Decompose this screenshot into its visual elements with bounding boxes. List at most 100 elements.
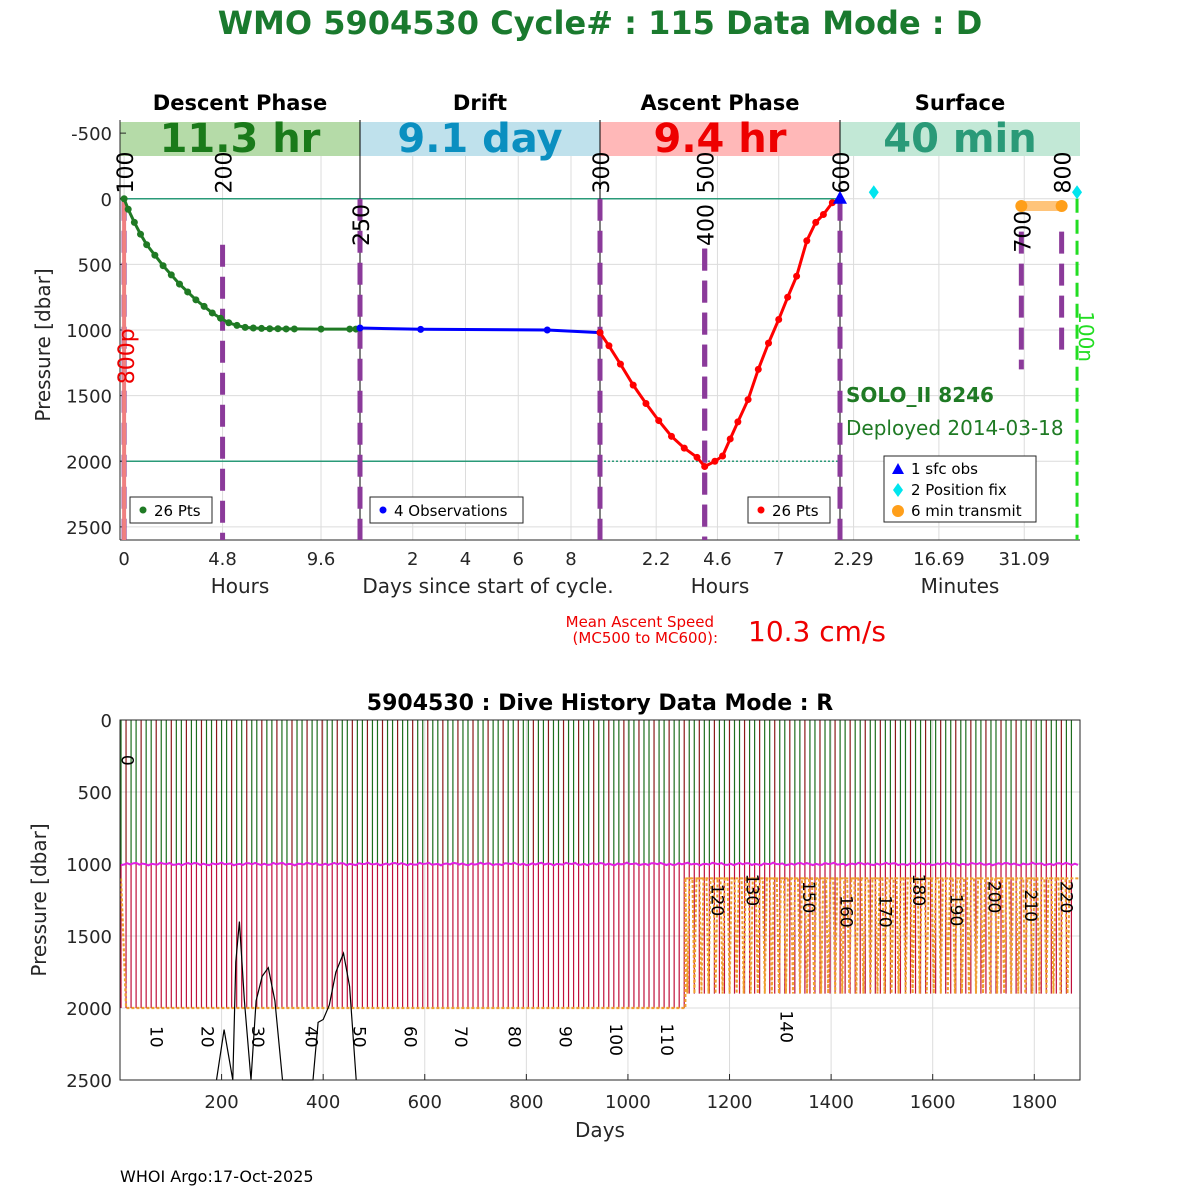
- cycle-number-label: 20: [196, 1026, 216, 1048]
- descent-profile-point: [282, 325, 290, 333]
- mean-ascent-value: 10.3 cm/s: [748, 615, 886, 648]
- ascent-profile-point: [680, 444, 688, 452]
- sfc-obs-marker: [833, 190, 847, 204]
- cycle-number-label: 150: [798, 881, 818, 913]
- ascent-profile-point: [642, 400, 650, 407]
- legend-marker-triangle: [892, 463, 904, 474]
- x-tick-label: 1200: [707, 1092, 753, 1113]
- cycle-number-label: 180: [908, 874, 928, 906]
- ascent-profile-point: [719, 452, 727, 460]
- cycle-number-label: 140: [775, 1010, 795, 1042]
- y-tick-label: 1000: [66, 321, 112, 342]
- ascent-profile-point: [775, 316, 783, 323]
- x-tick-label: 4.8: [208, 549, 237, 570]
- y-tick-label: 0: [101, 190, 112, 211]
- legend-marker-circle: [892, 505, 904, 517]
- x-tick-label: 1400: [808, 1092, 854, 1113]
- descent-profile-point: [290, 325, 298, 333]
- legend-label: 6 min transmit: [911, 502, 1022, 520]
- cycle-number-label: 0: [117, 755, 137, 766]
- gps-marker-label: 100n: [1074, 311, 1098, 362]
- phase-duration-descent: 11.3 hr: [160, 116, 321, 162]
- cycle-number-label: 220: [1056, 881, 1076, 913]
- ascent-profile-point: [667, 432, 675, 440]
- legend-label: 1 sfc obs: [911, 460, 978, 478]
- descent-marker-label: 800p: [115, 328, 140, 384]
- descent-profile-point: [175, 280, 183, 288]
- x-tick-label: 6: [513, 549, 524, 570]
- drift-profile-point: [417, 325, 425, 333]
- y-tick-label: 500: [78, 783, 112, 804]
- ascent-profile-point: [744, 396, 752, 404]
- late-profile-envelope: [684, 877, 1071, 994]
- mission-marker-label: 800: [1052, 152, 1077, 194]
- descent-profile-point: [241, 323, 249, 331]
- y-tick-label: 2500: [66, 518, 112, 539]
- descent-profile-point: [184, 288, 192, 296]
- mission-marker-label: 700: [1011, 211, 1036, 253]
- drift-profile-line: [359, 326, 601, 335]
- drift-pts-label: 4 Observations: [394, 502, 508, 520]
- x-tick-label: 1000: [605, 1092, 651, 1113]
- descent-profile-point: [346, 325, 354, 333]
- plot-frame: [119, 719, 1081, 1081]
- descent-profile-point: [225, 319, 233, 327]
- descent-profile-point: [266, 325, 274, 333]
- y-tick-label: 1000: [66, 855, 112, 876]
- mission-marker-label: 600: [830, 152, 855, 194]
- cycle-number-label: 210: [1020, 890, 1040, 922]
- mean-ascent-sublabel: (MC500 to MC600):: [573, 629, 718, 647]
- mission-marker-label: 300: [590, 152, 615, 194]
- x-unit-label-surface: Minutes: [921, 574, 1000, 598]
- x-tick-label: 4: [460, 549, 471, 570]
- y-tick-label: -500: [71, 124, 112, 145]
- descent-profile-point: [258, 324, 266, 332]
- ascent-profile-point: [726, 435, 734, 443]
- park-pressure-line: [120, 861, 1079, 867]
- phase-duration-drift: 9.1 day: [397, 116, 562, 162]
- ascent-profile-point: [655, 417, 663, 425]
- cycle-number-label: 90: [554, 1026, 574, 1048]
- y-tick-label: 1500: [66, 387, 112, 408]
- descent-profile-point: [317, 325, 325, 333]
- descent-profile-point: [143, 241, 151, 249]
- ascent-profile-point: [734, 418, 742, 426]
- legend-marker-diamond: [893, 483, 903, 497]
- descent-profile-point: [233, 321, 241, 329]
- dive-history-chart: 0 10 20 30 40 50 60 70 80 90 100 110 120 130 140 150 160…: [27, 691, 1081, 1142]
- drift-pts-swatch: [379, 506, 387, 514]
- ascent-profile-point: [819, 211, 827, 218]
- ascent-profile-point: [812, 218, 820, 226]
- ascent-profile-point: [701, 463, 709, 470]
- x-tick-label: 16.69: [913, 549, 965, 570]
- drift-profile-point: [543, 326, 551, 334]
- mission-marker-label: 250: [350, 204, 375, 246]
- cycle-number-label: 200: [984, 881, 1004, 913]
- x-tick-label: 1600: [910, 1092, 956, 1113]
- position-fix-marker: [1072, 185, 1083, 200]
- x-tick-label: 0: [118, 549, 129, 570]
- ascent-profile-point: [596, 329, 604, 337]
- mission-marker-label: 500: [695, 152, 720, 194]
- ascent-profile-point: [828, 199, 836, 207]
- phase-band-descent: [120, 122, 360, 156]
- cycle-number-label: 110: [656, 1023, 676, 1055]
- cycle-number-label: 50: [349, 1026, 369, 1048]
- phase-band-ascent: [600, 122, 840, 156]
- ascent-profile-point: [793, 272, 801, 280]
- mean-ascent-label: Mean Ascent Speed: [566, 613, 714, 631]
- float-name: SOLO_II 8246: [846, 383, 994, 407]
- descent-pts-swatch: [139, 506, 147, 514]
- x-tick-label: 800: [509, 1092, 543, 1113]
- descent-profile-point: [208, 309, 216, 317]
- x-tick-label: 2.29: [834, 549, 874, 570]
- descent-profile-point: [200, 302, 208, 310]
- x-unit-label-descent: Hours: [211, 574, 270, 598]
- y-axis-label: Pressure [dbar]: [27, 823, 51, 976]
- phase-band-surface: [840, 122, 1080, 156]
- x-tick-label: 4.6: [703, 549, 732, 570]
- descent-profile-point: [130, 218, 138, 226]
- cycle-number-label: 120: [707, 884, 727, 916]
- descent-profile-point: [159, 262, 167, 270]
